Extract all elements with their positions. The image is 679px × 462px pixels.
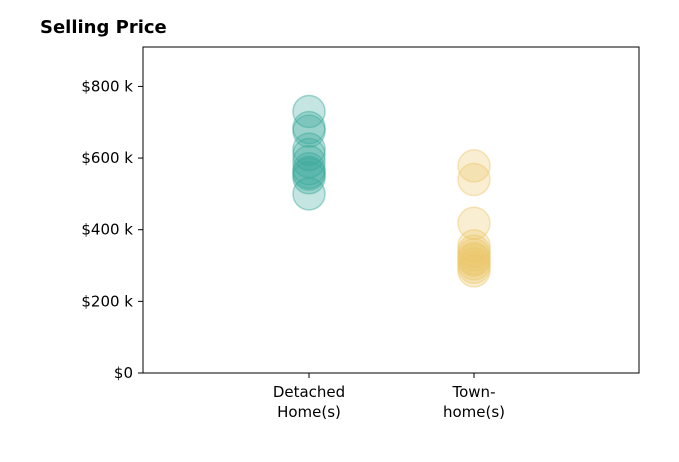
data-point bbox=[457, 238, 491, 272]
x-tick-label: Detached bbox=[273, 383, 345, 401]
y-tick-label: $0 bbox=[114, 364, 133, 382]
data-point bbox=[457, 254, 491, 288]
data-point bbox=[457, 149, 491, 183]
data-point bbox=[292, 161, 326, 195]
data-point bbox=[457, 162, 491, 197]
data-point bbox=[292, 177, 326, 211]
data-point bbox=[457, 241, 491, 276]
points-layer bbox=[292, 94, 491, 288]
data-point bbox=[457, 206, 491, 241]
y-tick-label: $400 k bbox=[81, 221, 133, 239]
data-point bbox=[457, 243, 491, 277]
data-point bbox=[292, 94, 326, 129]
data-point bbox=[292, 144, 326, 179]
data-point bbox=[457, 229, 491, 263]
data-point bbox=[292, 132, 326, 166]
data-point bbox=[457, 234, 491, 268]
data-point bbox=[457, 246, 491, 281]
data-point bbox=[292, 157, 326, 191]
y-tick-label: $200 k bbox=[81, 292, 133, 310]
y-tick-label: $600 k bbox=[81, 149, 133, 167]
x-tick-label: Home(s) bbox=[277, 403, 341, 421]
x-tick-label: Town- bbox=[452, 383, 496, 401]
x-tick-label: home(s) bbox=[443, 403, 505, 421]
plot-frame bbox=[142, 46, 640, 374]
data-point bbox=[292, 137, 326, 172]
y-tick-label: $800 k bbox=[81, 77, 133, 95]
data-point bbox=[292, 155, 326, 190]
chart-title: Selling Price bbox=[40, 17, 167, 38]
data-point bbox=[292, 110, 326, 145]
x-axis: Detached Home(s) Town-home(s) bbox=[273, 373, 505, 421]
y-axis: $0 $200 k $400 k $600 k $800 k bbox=[81, 77, 143, 382]
data-point bbox=[292, 114, 326, 148]
data-point bbox=[292, 152, 326, 186]
data-point bbox=[457, 250, 491, 285]
